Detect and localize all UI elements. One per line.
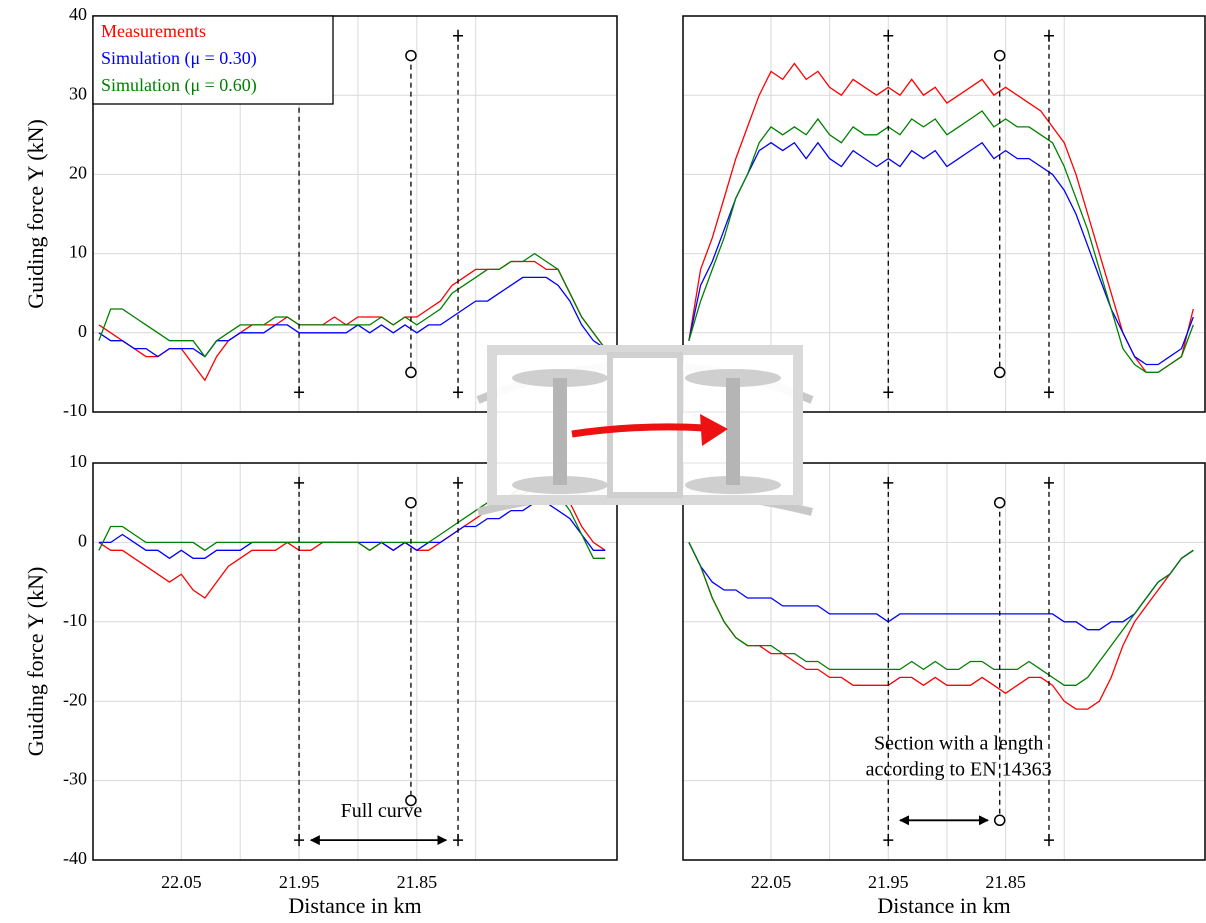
legend-entry: Simulation (μ = 0.60) — [101, 75, 257, 96]
direction-arrow — [571, 423, 706, 438]
marker-circle — [993, 496, 1006, 509]
marker-plus — [1043, 476, 1054, 489]
series-group — [688, 542, 1194, 710]
x-tick-label: 21.95 — [279, 872, 320, 892]
bogie — [476, 345, 814, 516]
y-axis-label: Guiding force Y (kN) — [23, 119, 48, 309]
marker-circle — [993, 366, 1006, 379]
annotation: Full curve — [341, 800, 423, 822]
plot-area — [683, 463, 1205, 860]
y-tick-label: 0 — [78, 531, 87, 551]
x-axis-label: Distance in km — [877, 893, 1010, 918]
axes-frame — [92, 462, 618, 861]
annotation: Section with a length — [874, 732, 1043, 754]
y-tick-label: 30 — [69, 83, 87, 103]
marker-circle — [405, 366, 417, 379]
legend-entry: Measurements — [101, 21, 206, 41]
marker-plus — [453, 386, 464, 399]
marker-plus — [294, 476, 305, 489]
series-line — [688, 542, 1194, 631]
y-tick-label: -30 — [63, 769, 87, 789]
legend-box — [92, 15, 334, 105]
series-group — [98, 252, 606, 382]
series-line — [98, 252, 606, 358]
series-line — [98, 276, 606, 358]
axle — [553, 378, 567, 485]
marker-plus — [453, 476, 464, 489]
series-line — [688, 542, 1194, 686]
x-axis-label: Distance in km — [288, 893, 421, 918]
marker-plus — [883, 29, 894, 42]
marker-plus — [294, 386, 305, 399]
x-tick-label: 21.95 — [868, 872, 909, 892]
y-tick-label: 10 — [69, 242, 87, 262]
marker-plus — [883, 834, 894, 847]
annotation: according to EN 14363 — [866, 758, 1052, 780]
marker-plus — [453, 29, 464, 42]
marker-plus — [1043, 834, 1054, 847]
y-tick-label: 40 — [69, 4, 87, 24]
x-tick-label: 22.05 — [161, 872, 202, 892]
x-tick-label: 21.85 — [985, 872, 1026, 892]
marker-plus — [1043, 386, 1054, 399]
marker-plus — [883, 386, 894, 399]
marker-plus — [453, 834, 464, 847]
y-tick-label: 10 — [69, 451, 87, 471]
marker-plus — [883, 476, 894, 489]
axes-frame — [682, 462, 1206, 861]
series-group — [688, 62, 1194, 374]
legend: Measurements Simulation (μ = 0.30) Simulat… — [92, 15, 334, 105]
y-tick-label: -10 — [63, 610, 87, 630]
x-tick-label: 21.85 — [397, 872, 438, 892]
y-tick-label: -10 — [63, 400, 87, 420]
y-tick-label: -20 — [63, 689, 87, 709]
y-tick-label: 20 — [69, 163, 87, 183]
arrow-head — [700, 414, 728, 446]
axes-frame — [92, 15, 618, 413]
y-tick-label: 0 — [78, 321, 87, 341]
series-line — [688, 110, 1194, 374]
y-tick-label: -40 — [63, 848, 87, 868]
marker-circle — [993, 49, 1006, 62]
marker-plus — [1043, 29, 1054, 42]
plot-area — [93, 463, 617, 860]
y-axis-label: Guiding force Y (kN) — [23, 567, 48, 757]
marker-circle — [405, 49, 417, 62]
marker-circle — [405, 794, 417, 807]
marker-plus — [294, 834, 305, 847]
x-tick-label: 22.05 — [751, 872, 792, 892]
legend-entry: Simulation (μ = 0.30) — [101, 48, 257, 69]
marker-circle — [405, 496, 417, 509]
axle — [726, 378, 740, 485]
series-line — [688, 542, 1194, 710]
series-line — [688, 62, 1194, 374]
marker-circle — [993, 814, 1006, 827]
axes-frame — [682, 15, 1206, 413]
